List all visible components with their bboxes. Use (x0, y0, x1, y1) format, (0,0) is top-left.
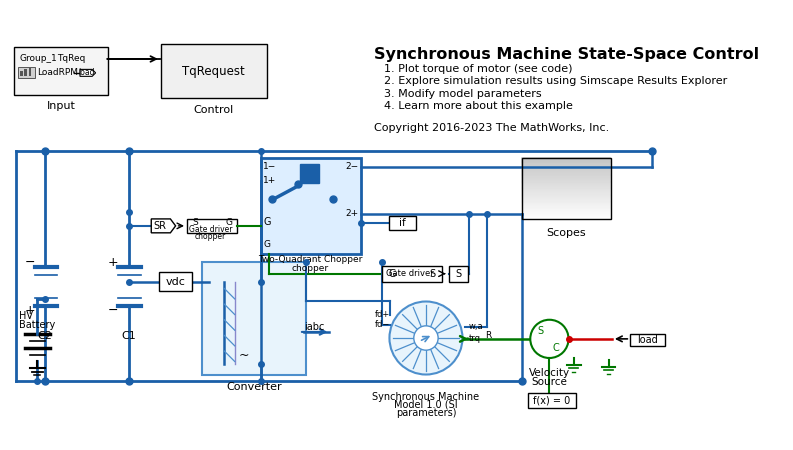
Text: G: G (389, 269, 396, 279)
FancyBboxPatch shape (300, 164, 319, 183)
Circle shape (531, 320, 569, 358)
FancyBboxPatch shape (389, 216, 416, 230)
Text: 2+: 2+ (345, 209, 358, 218)
FancyBboxPatch shape (187, 219, 237, 233)
FancyBboxPatch shape (25, 69, 27, 76)
Text: Gate driver: Gate driver (386, 269, 435, 278)
Polygon shape (80, 69, 96, 76)
Text: parameters): parameters) (396, 408, 456, 418)
Text: −: − (25, 256, 35, 269)
FancyBboxPatch shape (14, 47, 108, 95)
Text: vdc: vdc (166, 276, 186, 287)
Text: chopper: chopper (195, 232, 226, 241)
Text: Scopes: Scopes (546, 228, 586, 238)
FancyBboxPatch shape (527, 393, 577, 409)
Text: load: load (638, 335, 658, 345)
Text: 3. Modify model parameters: 3. Modify model parameters (385, 89, 542, 99)
Text: Velocity: Velocity (529, 369, 570, 378)
Text: C2: C2 (38, 331, 52, 341)
Text: ~: ~ (238, 349, 249, 362)
Text: G: G (225, 218, 232, 227)
FancyBboxPatch shape (382, 266, 442, 282)
FancyBboxPatch shape (261, 158, 361, 254)
Text: Control: Control (193, 105, 234, 115)
Text: Source: Source (531, 377, 567, 387)
Text: 2. Explore simulation results using Simscape Results Explorer: 2. Explore simulation results using Sims… (385, 76, 727, 86)
Text: TqReq: TqReq (57, 54, 86, 63)
Text: load: load (78, 68, 94, 77)
Text: 1. Plot torque of motor (see code): 1. Plot torque of motor (see code) (385, 64, 573, 74)
Text: S: S (429, 269, 435, 279)
Text: HV: HV (19, 311, 33, 321)
Text: SR: SR (154, 221, 167, 231)
Text: S: S (538, 326, 544, 336)
Text: Synchronous Machine: Synchronous Machine (373, 392, 480, 402)
Text: w,a: w,a (469, 322, 483, 331)
Text: LoadRPM: LoadRPM (37, 68, 79, 77)
Text: 2−: 2− (345, 162, 358, 171)
Text: S: S (455, 269, 462, 279)
Circle shape (414, 326, 439, 350)
Text: Group_1: Group_1 (19, 54, 57, 63)
Text: Model 1.0 (SI: Model 1.0 (SI (394, 400, 458, 410)
Text: chopper: chopper (292, 264, 329, 273)
FancyBboxPatch shape (29, 68, 31, 76)
Text: S: S (192, 218, 198, 227)
FancyBboxPatch shape (161, 44, 267, 98)
Text: Two-Quadrant Chopper: Two-Quadrant Chopper (259, 255, 362, 264)
FancyBboxPatch shape (449, 266, 468, 282)
Text: Gate driver: Gate driver (189, 225, 232, 234)
Text: C1: C1 (121, 331, 136, 341)
Text: 1+: 1+ (263, 176, 277, 185)
FancyBboxPatch shape (201, 262, 306, 375)
Text: +: + (25, 304, 35, 317)
Text: C: C (553, 342, 560, 352)
FancyBboxPatch shape (18, 67, 35, 78)
Text: iabc: iabc (305, 322, 325, 332)
Text: Input: Input (47, 101, 75, 111)
Text: f(x) = 0: f(x) = 0 (534, 396, 571, 405)
Text: trq: trq (469, 334, 481, 343)
Text: TqRequest: TqRequest (182, 65, 245, 78)
Text: 1−: 1− (263, 162, 277, 171)
Text: Copyright 2016-2023 The MathWorks, Inc.: Copyright 2016-2023 The MathWorks, Inc. (374, 123, 609, 133)
Text: Synchronous Machine State-Space Control: Synchronous Machine State-Space Control (374, 47, 759, 62)
FancyBboxPatch shape (159, 272, 192, 291)
Text: G: G (263, 240, 270, 249)
FancyBboxPatch shape (20, 71, 23, 76)
Text: fd+: fd+ (375, 310, 390, 319)
Text: G: G (263, 217, 271, 227)
Text: Converter: Converter (226, 382, 282, 392)
Text: if: if (399, 218, 406, 228)
Text: −: − (108, 304, 118, 317)
Circle shape (389, 302, 462, 374)
Text: +: + (108, 256, 118, 269)
Text: Battery: Battery (19, 320, 56, 330)
Text: 4. Learn more about this example: 4. Learn more about this example (385, 101, 573, 111)
Text: fd−: fd− (375, 320, 390, 329)
Text: R: R (485, 331, 492, 340)
FancyBboxPatch shape (630, 333, 665, 346)
Polygon shape (151, 219, 175, 233)
